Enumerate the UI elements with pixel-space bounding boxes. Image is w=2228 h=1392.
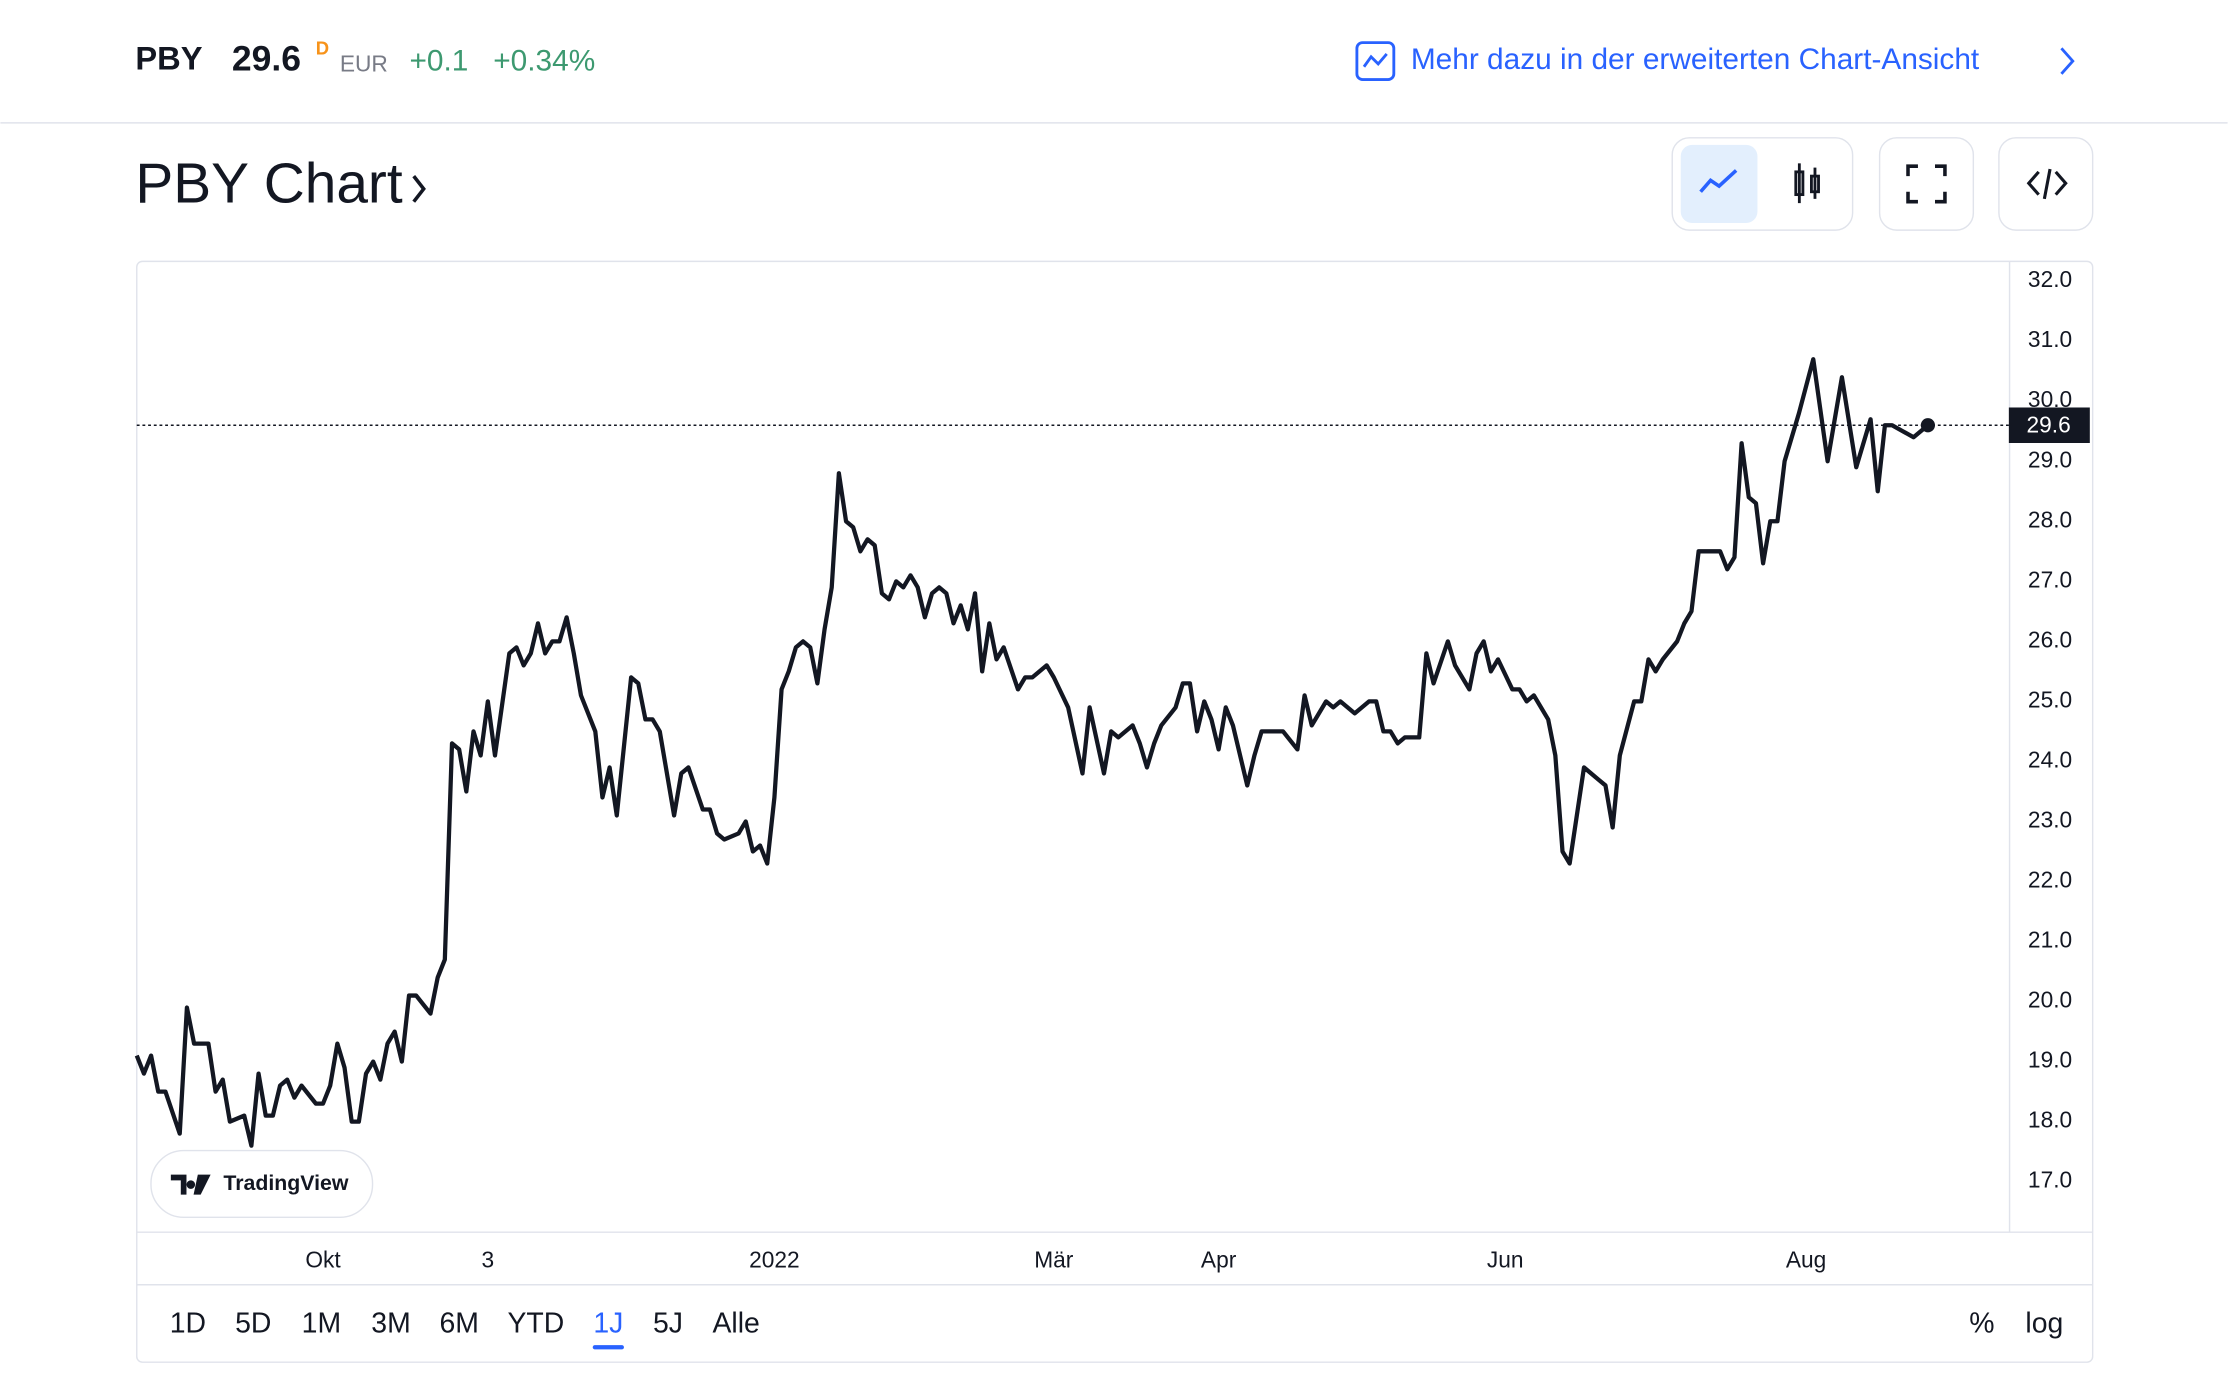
link-icon-line [1362, 53, 1388, 68]
y-tick-label: 29.0 [2028, 446, 2072, 472]
change: +0.1 [409, 44, 468, 77]
link-chevron [2060, 47, 2075, 75]
range-button[interactable]: 5D [235, 1308, 271, 1340]
fullscreen-icon [1906, 164, 1947, 204]
line-icon [1699, 169, 1738, 193]
price-line [134, 357, 1930, 1148]
plot [134, 357, 2009, 1148]
branding-text: TradingView [223, 1171, 348, 1195]
scale-option[interactable]: % [1969, 1308, 1994, 1340]
last-price-box [2008, 407, 2090, 444]
chart-frame [136, 260, 2094, 1363]
range-button[interactable]: YTD [507, 1308, 564, 1340]
y-tick-label: 20.0 [2028, 987, 2072, 1013]
y-tick-label: 27.0 [2028, 566, 2072, 592]
x-tick-label: Okt [305, 1246, 341, 1272]
x-tick-label: 3 [482, 1246, 495, 1272]
price: 29.6 [232, 38, 301, 78]
range-button[interactable]: 1J [593, 1308, 623, 1340]
link-text[interactable]: Mehr dazu in der erweiterten Chart-Ansic… [1411, 43, 1980, 76]
branding-badge[interactable] [150, 1149, 374, 1218]
price-flag: D [316, 38, 329, 59]
fullscreen-button[interactable] [1878, 137, 1975, 231]
x-tick-label: Apr [1201, 1246, 1237, 1272]
x-tick-label: 2022 [749, 1246, 800, 1272]
y-tick-label: 21.0 [2028, 927, 2072, 953]
embed-icon [2026, 168, 2068, 200]
x-tick-label: Jun [1487, 1246, 1524, 1272]
candle-style-button[interactable] [1784, 145, 1832, 223]
title-chevron [412, 175, 426, 203]
y-tick-label: 26.0 [2028, 626, 2072, 652]
branding-logo [170, 1174, 211, 1195]
y-tick-label: 32.0 [2028, 266, 2072, 292]
x-tick-label: Aug [1786, 1246, 1826, 1272]
range-button[interactable]: 5J [653, 1308, 683, 1340]
symbol: PBY [135, 40, 202, 77]
range-button[interactable]: Alle [712, 1308, 759, 1340]
y-tick-label: 18.0 [2028, 1107, 2072, 1133]
range-button[interactable]: 1M [302, 1308, 341, 1340]
y-tick-label: 23.0 [2028, 806, 2072, 832]
y-tick-label: 28.0 [2028, 506, 2072, 532]
last-price-dot [1920, 418, 1935, 433]
y-tick-label: 25.0 [2028, 686, 2072, 712]
link-icon [1355, 41, 1396, 81]
range-button[interactable]: 6M [439, 1308, 478, 1340]
y-tick-label: 24.0 [2028, 746, 2072, 772]
advanced-chart-link[interactable]: Mehr dazu in der erweiterten Chart-Ansic… [1355, 41, 2075, 81]
currency: EUR [340, 50, 388, 76]
chart-title: PBY Chart [135, 152, 403, 215]
range-button[interactable]: 3M [371, 1308, 410, 1340]
range-underline [592, 1345, 624, 1350]
y-tick-label: 17.0 [2028, 1167, 2072, 1193]
candle-button-area[interactable] [1784, 145, 1832, 223]
x-tick-label: Mär [1034, 1246, 1074, 1272]
range-button[interactable]: 1D [170, 1308, 206, 1340]
last-price-label: 29.6 [2027, 412, 2071, 438]
scale-option[interactable]: log [2025, 1308, 2063, 1340]
change-percent: +0.34% [493, 44, 595, 77]
y-tick-label: 19.0 [2028, 1047, 2072, 1073]
y-tick-label: 31.0 [2028, 326, 2072, 352]
y-tick-label: 22.0 [2028, 866, 2072, 892]
